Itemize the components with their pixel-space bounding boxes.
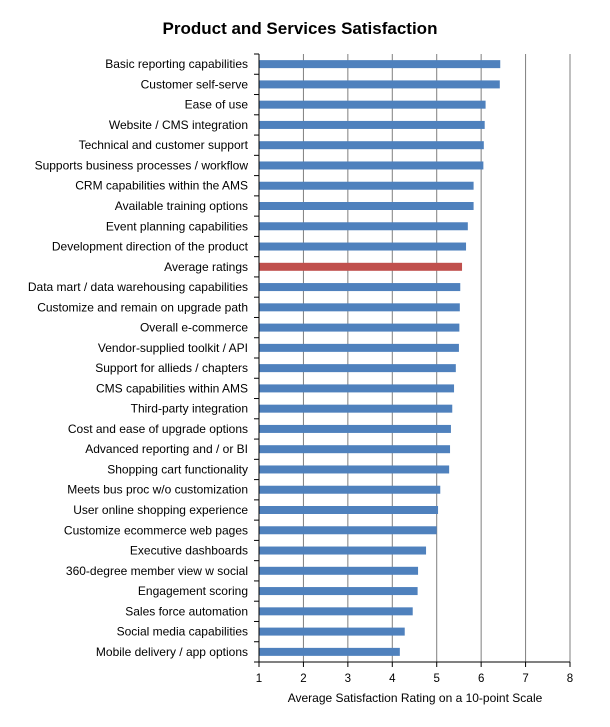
category-label: CMS capabilities within AMS [96, 381, 248, 395]
bar [259, 100, 486, 109]
x-tick-label-2: 2 [300, 673, 306, 685]
category-label: Meets bus proc w/o customization [67, 483, 248, 497]
category-label: Third-party integration [131, 402, 248, 416]
category-label: Development direction of the product [52, 240, 249, 254]
category-label: Supports business processes / workflow [35, 158, 249, 172]
bar [259, 343, 459, 352]
bar [259, 364, 456, 373]
bar [259, 404, 453, 413]
category-labels: Basic reporting capabilities Customer sel… [28, 57, 249, 659]
bar [259, 283, 461, 292]
bar [259, 202, 474, 210]
bar [259, 80, 500, 89]
bar [259, 303, 460, 312]
bar [259, 424, 451, 433]
category-label: Executive dashboards [130, 544, 248, 558]
x-axis-label: Average Satisfaction Rating on a 10-poin… [288, 691, 543, 705]
x-tick-label-4: 4 [389, 673, 396, 685]
bar [259, 384, 455, 393]
category-label: Social media capabilities [117, 625, 248, 639]
x-tick-label-1: 1 [256, 673, 262, 685]
category-label: Customer self-serve [141, 77, 249, 91]
bar [259, 546, 427, 555]
bar [259, 242, 467, 251]
bar [259, 141, 484, 150]
category-label: CRM capabilities within the AMS [75, 179, 248, 193]
category-label: Sales force automation [125, 604, 248, 618]
category-label: Customize and remain on upgrade path [37, 300, 248, 314]
category-label: Mobile delivery / app options [96, 645, 248, 659]
gridlines [302, 54, 571, 662]
bar [259, 323, 460, 332]
bar [259, 566, 419, 575]
bar [259, 120, 485, 129]
category-label: Support for allieds / chapters [95, 361, 248, 375]
category-label: Average ratings [164, 260, 248, 274]
category-label: Basic reporting capabilities [105, 57, 248, 71]
x-tick-label-8: 8 [567, 673, 573, 685]
bar [259, 445, 451, 454]
bar [259, 607, 413, 616]
category-label: Website / CMS integration [109, 118, 248, 132]
bar [259, 465, 450, 474]
bar [259, 222, 468, 231]
category-label: Advanced reporting and / or BI [85, 442, 248, 456]
category-label: 360-degree member view w social [66, 564, 248, 578]
bar [259, 181, 474, 190]
category-label: Data mart / data warehousing capabilitie… [28, 280, 248, 294]
axes [254, 53, 571, 667]
category-label: Available training options [115, 199, 248, 213]
bar [259, 60, 501, 69]
bar [259, 485, 441, 494]
category-label: User online shopping experience [73, 503, 248, 517]
bar [259, 526, 437, 535]
bar-average-ratings [259, 262, 463, 271]
category-label: Cost and ease of upgrade options [68, 422, 248, 436]
bars [259, 60, 501, 656]
bar [259, 647, 400, 656]
x-tick-label-6: 6 [478, 673, 484, 685]
x-tick-label-5: 5 [434, 673, 440, 685]
bar [259, 627, 405, 636]
category-label: Ease of use [185, 98, 249, 112]
x-tick-labels: 1 2 3 4 5 6 7 8 [256, 673, 573, 685]
bar [259, 587, 418, 596]
bar [259, 161, 484, 170]
category-label: Vendor-supplied toolkit / API [98, 341, 248, 355]
category-label: Shopping cart functionality [107, 462, 248, 476]
category-label: Engagement scoring [138, 584, 248, 598]
x-tick-label-7: 7 [522, 673, 528, 685]
category-label: Technical and customer support [79, 138, 249, 152]
category-label: Overall e-commerce [140, 321, 248, 335]
category-label: Customize ecommerce web pages [64, 523, 248, 537]
x-tick-label-3: 3 [345, 673, 351, 685]
category-label: Event planning capabilities [106, 219, 248, 233]
chart-title: Product and Services Satisfaction [163, 19, 438, 38]
bar [259, 506, 439, 514]
